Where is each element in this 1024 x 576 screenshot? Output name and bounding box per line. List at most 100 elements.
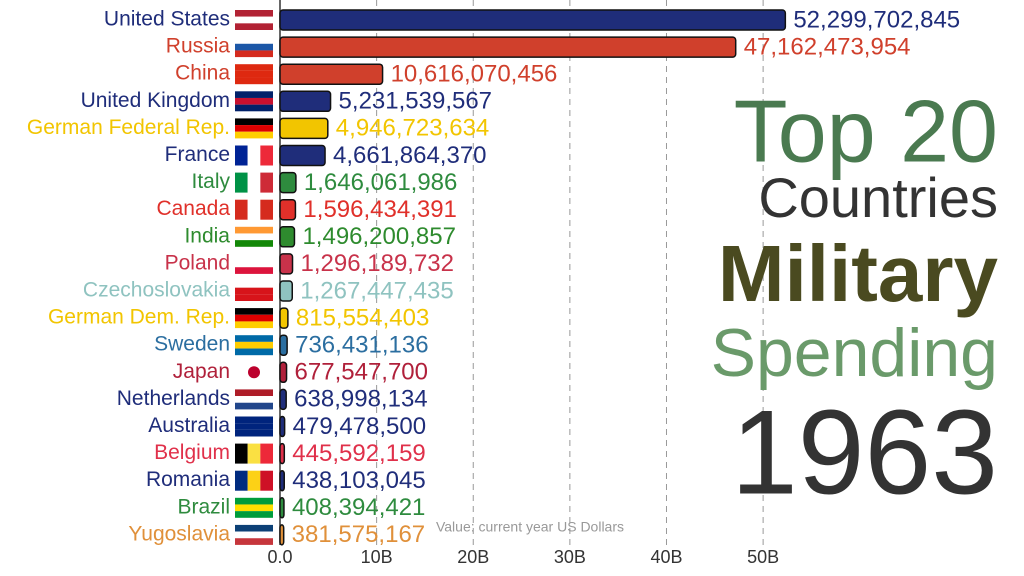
- flag: [235, 470, 248, 491]
- flag: [235, 531, 273, 539]
- value-label: 381,575,167: [292, 521, 425, 548]
- bar: [279, 524, 285, 546]
- flag: [235, 50, 273, 58]
- bar: [279, 388, 287, 411]
- value-label: 479,478,500: [293, 413, 426, 440]
- flag: [235, 64, 273, 71]
- category-label: Brazil: [177, 495, 230, 518]
- value-label: 1,646,061,986: [304, 169, 457, 196]
- value-label: 1,296,189,732: [301, 250, 454, 277]
- flag: [235, 267, 273, 274]
- bar: [279, 442, 286, 465]
- flag: [235, 511, 273, 518]
- category-label: United Kingdom: [81, 89, 230, 112]
- value-label: 4,661,864,370: [333, 142, 486, 169]
- x-tick-label: 20B: [457, 547, 489, 567]
- flag: [235, 16, 273, 24]
- category-label: German Federal Rep.: [27, 116, 230, 139]
- bar: [279, 36, 737, 58]
- bar: [279, 198, 297, 221]
- flag: [235, 145, 248, 166]
- flag: [235, 43, 273, 51]
- flag: [235, 77, 273, 85]
- flag: [235, 538, 273, 545]
- value-label: 1,596,434,391: [303, 196, 456, 223]
- flag: [235, 362, 273, 369]
- x-tick-label: 10B: [361, 547, 393, 567]
- flag: [247, 470, 261, 491]
- flag: [235, 314, 273, 322]
- flag: [235, 389, 273, 397]
- category-label: Poland: [165, 251, 230, 274]
- flag: [235, 70, 273, 78]
- flag: [235, 240, 273, 247]
- flag: [235, 281, 273, 288]
- category-label: Czechoslovakia: [83, 279, 230, 302]
- flag: [247, 199, 261, 220]
- value-label: 736,431,136: [295, 332, 428, 359]
- flag: [235, 104, 273, 112]
- value-label: 1,496,200,857: [302, 223, 455, 250]
- category-label: India: [184, 224, 230, 247]
- flag: [235, 260, 273, 268]
- x-tick-label: 30B: [554, 547, 586, 567]
- category-label: France: [165, 143, 230, 166]
- flag: [260, 199, 273, 220]
- flag: [235, 429, 273, 437]
- flag: [260, 443, 273, 464]
- value-label: 1,267,447,435: [300, 277, 453, 304]
- flag: [235, 294, 273, 301]
- flag: [235, 23, 273, 30]
- value-label: 638,998,134: [294, 386, 427, 413]
- flag: [248, 366, 260, 379]
- category-label: United States: [104, 8, 230, 31]
- axis-label: Value: current year US Dollars: [436, 519, 624, 535]
- flag: [235, 118, 273, 126]
- category-label: Netherlands: [117, 387, 230, 410]
- bar: [279, 144, 326, 167]
- flag: [235, 396, 273, 403]
- bar: [279, 9, 787, 31]
- bar: [279, 361, 288, 384]
- flag: [235, 335, 273, 342]
- category-label: Belgium: [154, 441, 230, 464]
- flag: [235, 125, 273, 132]
- category-label: Canada: [156, 197, 230, 220]
- flag: [235, 37, 273, 44]
- flag: [247, 145, 261, 166]
- category-label: Yugoslavia: [128, 522, 230, 545]
- flag: [235, 226, 273, 234]
- year: 1963: [731, 386, 998, 520]
- bar: [279, 253, 294, 275]
- category-label: Japan: [173, 360, 230, 383]
- flag: [235, 199, 248, 220]
- flag: [235, 308, 273, 315]
- flag: [235, 341, 273, 349]
- bar: [279, 63, 384, 85]
- value-label: 10,616,070,456: [391, 61, 558, 88]
- value-label: 47,162,473,954: [744, 33, 911, 60]
- flag: [235, 497, 273, 505]
- flag: [235, 423, 273, 430]
- bar: [279, 226, 296, 248]
- bar: [279, 334, 288, 356]
- value-label: 445,592,159: [292, 440, 425, 467]
- x-tick-label: 0.0: [267, 547, 292, 567]
- value-label: 4,946,723,634: [336, 115, 489, 142]
- value-label: 5,231,539,567: [339, 88, 492, 115]
- value-label: 408,394,421: [292, 494, 425, 521]
- flag: [235, 416, 273, 424]
- bar: [279, 171, 297, 194]
- value-label: 52,299,702,845: [793, 6, 960, 33]
- flag: [235, 443, 248, 464]
- category-label: Russia: [166, 35, 231, 58]
- category-label: German Dem. Rep.: [48, 306, 230, 329]
- flag: [235, 91, 273, 98]
- flag: [260, 145, 273, 166]
- category-label: Romania: [146, 468, 230, 491]
- title-line: Spending: [711, 315, 998, 391]
- bar: [279, 90, 332, 113]
- category-label: Sweden: [154, 333, 230, 356]
- flag: [260, 470, 273, 491]
- category-label: China: [175, 62, 230, 85]
